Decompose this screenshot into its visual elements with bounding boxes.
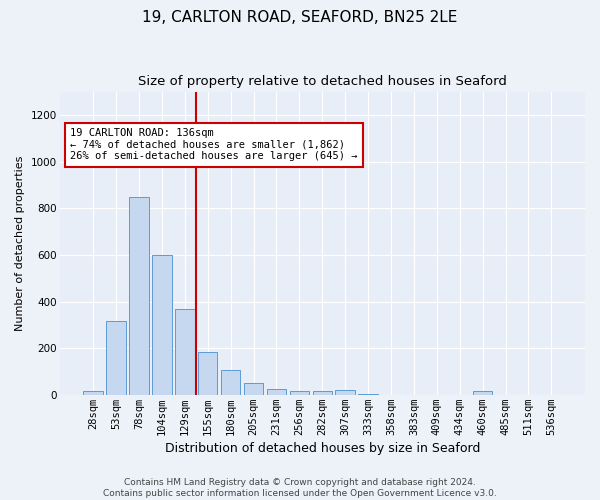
Text: Contains HM Land Registry data © Crown copyright and database right 2024.
Contai: Contains HM Land Registry data © Crown c… [103,478,497,498]
Bar [244,383,263,395]
Title: Size of property relative to detached houses in Seaford: Size of property relative to detached ho… [138,75,507,88]
X-axis label: Distribution of detached houses by size in Seaford: Distribution of detached houses by size … [164,442,480,455]
Y-axis label: Number of detached properties: Number of detached properties [15,156,25,331]
Text: 19, CARLTON ROAD, SEAFORD, BN25 2LE: 19, CARLTON ROAD, SEAFORD, BN25 2LE [142,10,458,25]
Bar [358,394,378,395]
Bar [473,392,493,395]
Bar [129,197,149,395]
Bar [221,370,241,395]
Bar [106,322,126,395]
Bar [152,255,172,395]
Text: 19 CARLTON ROAD: 136sqm
← 74% of detached houses are smaller (1,862)
26% of semi: 19 CARLTON ROAD: 136sqm ← 74% of detache… [70,128,358,162]
Bar [290,390,309,395]
Bar [198,352,217,395]
Bar [335,390,355,395]
Bar [313,390,332,395]
Bar [175,308,194,395]
Bar [267,389,286,395]
Bar [83,392,103,395]
